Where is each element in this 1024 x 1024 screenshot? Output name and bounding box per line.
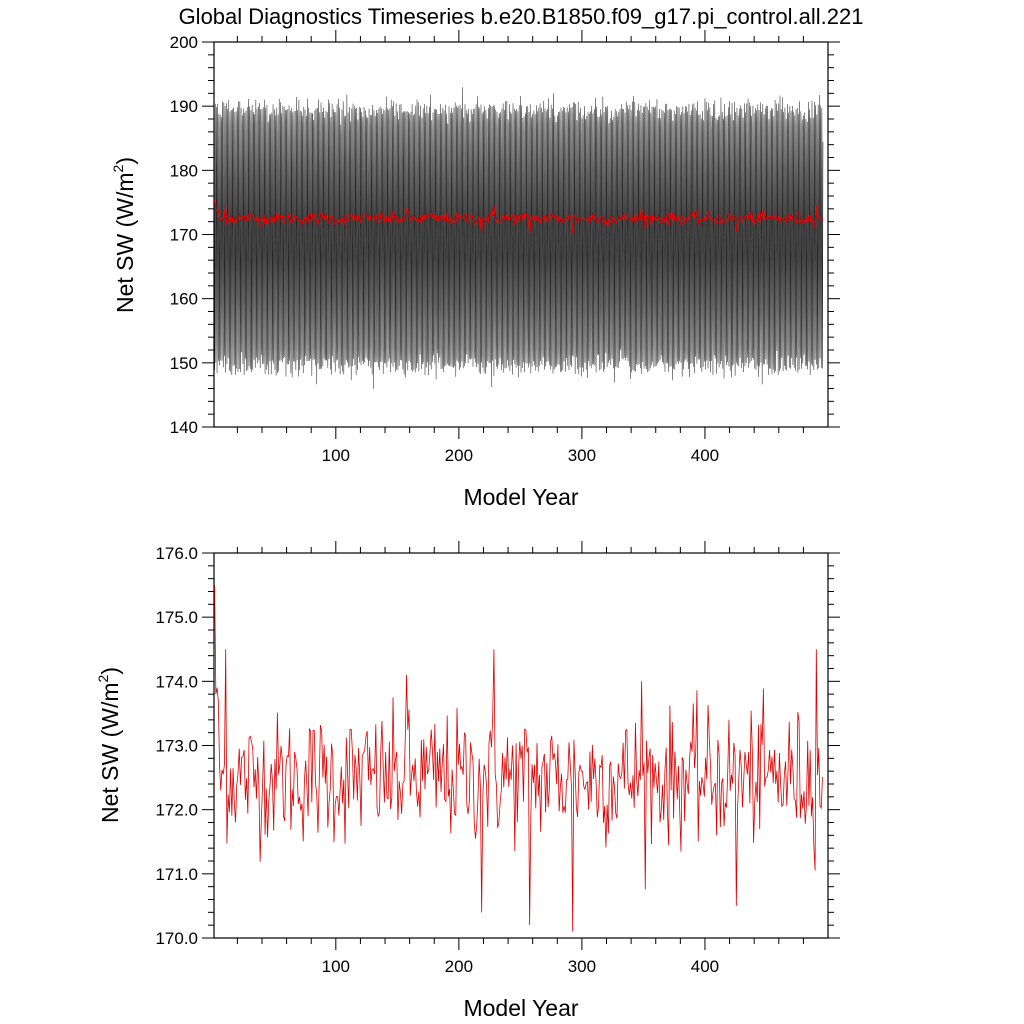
y-tick-label: 176.0	[155, 544, 198, 563]
y-axis-label-superscript: 2	[110, 164, 126, 172]
y-tick-label: 175.0	[155, 608, 198, 627]
series-group	[214, 585, 823, 932]
y-tick-label: 174.0	[155, 672, 198, 691]
y-tick-labels: 140 150 160 170 180 190 200	[170, 33, 198, 437]
x-tick-label: 100	[322, 957, 350, 976]
x-axis-label: Model Year	[463, 484, 578, 510]
x-tick-label: 400	[691, 446, 719, 465]
x-tick-label: 400	[691, 957, 719, 976]
y-tick-label: 140	[170, 418, 198, 437]
series-group	[213, 87, 824, 389]
axis-ticks	[202, 30, 840, 439]
y-axis-label: Net SW (W/m2)	[110, 157, 138, 313]
figure-title: Global Diagnostics Timeseries b.e20.B185…	[179, 4, 864, 29]
x-tick-label: 100	[322, 446, 350, 465]
series-annual-line	[213, 199, 824, 234]
y-axis-label-close: )	[97, 667, 123, 675]
x-axis-label: Model Year	[463, 995, 578, 1021]
x-tick-labels: 100 200 300 400	[322, 957, 720, 976]
y-tick-label: 180	[170, 161, 198, 180]
y-axis-label: Net SW (W/m2)	[95, 667, 123, 823]
x-tick-label: 300	[568, 957, 596, 976]
y-tick-label: 171.0	[155, 865, 198, 884]
y-tick-label: 150	[170, 354, 198, 373]
y-axis-label-main: Net SW (W/m	[97, 682, 123, 823]
panel-monthly-and-annual: 140 150 160 170 180 190 200 100 200 300 400 Model…	[110, 30, 840, 510]
y-tick-label: 200	[170, 33, 198, 52]
y-axis-label-main: Net SW (W/m	[112, 172, 138, 313]
axis-ticks	[202, 541, 840, 950]
series-annual-line	[214, 585, 823, 932]
series-monthly-line	[213, 87, 824, 389]
y-tick-label: 173.0	[155, 737, 198, 756]
y-tick-labels: 170.0 171.0 172.0 173.0 174.0 175.0 176.0	[155, 544, 198, 948]
x-tick-label: 200	[445, 957, 473, 976]
panel-annual: 170.0 171.0 172.0 173.0 174.0 175.0 176.0 100 2…	[95, 541, 840, 1021]
y-tick-label: 190	[170, 97, 198, 116]
x-tick-label: 200	[445, 446, 473, 465]
y-axis-label-close: )	[112, 157, 138, 165]
y-tick-label: 170	[170, 226, 198, 245]
x-tick-labels: 100 200 300 400	[322, 446, 720, 465]
y-axis-label-superscript: 2	[95, 674, 111, 682]
x-tick-label: 300	[568, 446, 596, 465]
y-tick-label: 172.0	[155, 801, 198, 820]
y-tick-label: 170.0	[155, 929, 198, 948]
y-tick-label: 160	[170, 290, 198, 309]
